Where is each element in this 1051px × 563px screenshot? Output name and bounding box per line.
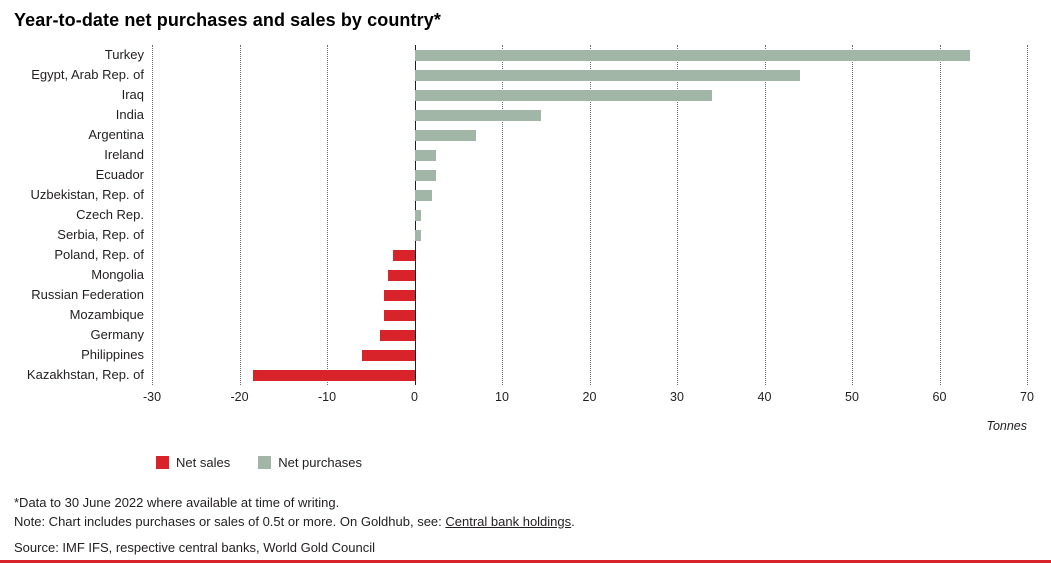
- category-label: Philippines: [81, 347, 144, 362]
- net-sales-bar: [379, 329, 415, 341]
- axis-unit-label: Tonnes: [986, 419, 1027, 433]
- grid-line: [239, 45, 241, 385]
- net-purchases-bar: [414, 109, 542, 121]
- category-label: Czech Rep.: [76, 207, 144, 222]
- grid-line: [939, 45, 941, 385]
- x-tick-label: 50: [845, 390, 859, 404]
- x-tick-label: 0: [411, 390, 418, 404]
- category-label: Egypt, Arab Rep. of: [31, 67, 144, 82]
- net-sales-swatch: [156, 456, 169, 469]
- unit-row: Tonnes: [14, 417, 1027, 435]
- x-tick-label: -20: [230, 390, 249, 404]
- grid-line: [152, 45, 153, 385]
- category-label: Russian Federation: [31, 287, 144, 302]
- category-label: Mozambique: [69, 307, 144, 322]
- category-label: Uzbekistan, Rep. of: [30, 187, 144, 202]
- net-purchases-bar: [414, 229, 421, 241]
- category-label: Poland, Rep. of: [54, 247, 144, 262]
- net-purchases-bar: [414, 69, 800, 81]
- x-axis-ticks: -30 -20 -10 0 10 20 30 40 50 60 70: [143, 385, 1034, 407]
- grid-line: [1027, 45, 1028, 385]
- footnote-note-text: Note: Chart includes purchases or sales …: [14, 513, 446, 529]
- category-label: Turkey: [104, 47, 144, 62]
- category-label: Iraq: [121, 87, 144, 102]
- net-purchases-bar: [414, 149, 437, 161]
- grid-line: [502, 45, 503, 385]
- net-purchases-swatch: [258, 456, 272, 469]
- axis-spacer: [14, 385, 152, 407]
- grid-line: [327, 45, 328, 385]
- net-sales-bar: [392, 249, 415, 261]
- category-axis: Turkey Egypt, Arab Rep. of Iraq India Argent…: [14, 45, 152, 385]
- footnote-note-suffix: .: [571, 513, 575, 529]
- plot-area: [152, 45, 1028, 385]
- x-tick-label: -10: [317, 390, 337, 404]
- category-label: Mongolia: [91, 267, 144, 282]
- net-sales-legend-label: Net sales: [176, 455, 231, 470]
- grid-line: [764, 45, 766, 385]
- grid-line: [852, 45, 853, 385]
- grid-line: [589, 45, 591, 385]
- grid-line: [677, 45, 678, 385]
- net-purchases-bar: [414, 169, 437, 181]
- category-label: Serbia, Rep. of: [57, 227, 144, 242]
- central-bank-holdings-link[interactable]: Central bank holdings: [445, 513, 572, 529]
- net-purchases-bar: [414, 49, 971, 61]
- category-label: Kazakhstan, Rep. of: [26, 367, 144, 382]
- chart-body: Turkey Egypt, Arab Rep. of Iraq India Argent…: [14, 45, 1028, 385]
- footnote-note-line: Note: Chart includes purchases or sales …: [14, 513, 1027, 532]
- net-purchases-bar: [414, 89, 712, 101]
- x-tick-label: 40: [757, 390, 772, 404]
- net-purchases-bar: [414, 189, 432, 201]
- net-sales-bar: [383, 289, 415, 301]
- chart-title: Year-to-date net purchases and sales by …: [14, 10, 441, 30]
- footnotes: *Data to 30 June 2022 where available at…: [14, 494, 1027, 558]
- net-sales-bar: [388, 269, 415, 281]
- net-purchases-legend-label: Net purchases: [278, 455, 363, 470]
- footer-rule: [0, 560, 1051, 563]
- footnote-source: Source: IMF IFS, respective central bank…: [14, 539, 376, 555]
- category-label: Germany: [90, 327, 144, 342]
- net-purchases-bar: [414, 209, 421, 221]
- net-purchases-bar: [414, 129, 476, 141]
- x-tick-label: -30: [142, 390, 162, 404]
- legend: Net sales Net purchases: [156, 455, 1027, 470]
- x-tick-label: 10: [495, 390, 509, 404]
- x-axis: -30 -20 -10 0 10 20 30 40 50 60 70: [14, 385, 1034, 407]
- net-sales-bar: [252, 369, 415, 381]
- net-sales-bar: [362, 349, 415, 361]
- category-label: India: [115, 107, 144, 122]
- category-label: Argentina: [88, 127, 144, 142]
- footnote-data-date: *Data to 30 June 2022 where available at…: [14, 495, 340, 510]
- category-label: Ireland: [104, 147, 144, 162]
- x-tick-label: 30: [670, 390, 684, 404]
- bar-chart: Turkey Egypt, Arab Rep. of Iraq India Argent…: [14, 45, 1034, 435]
- category-label: Ecuador: [95, 167, 144, 182]
- x-tick-label: 20: [582, 390, 597, 404]
- x-tick-label: 70: [1020, 390, 1034, 404]
- net-sales-bar: [383, 309, 415, 321]
- x-tick-label: 60: [932, 390, 947, 404]
